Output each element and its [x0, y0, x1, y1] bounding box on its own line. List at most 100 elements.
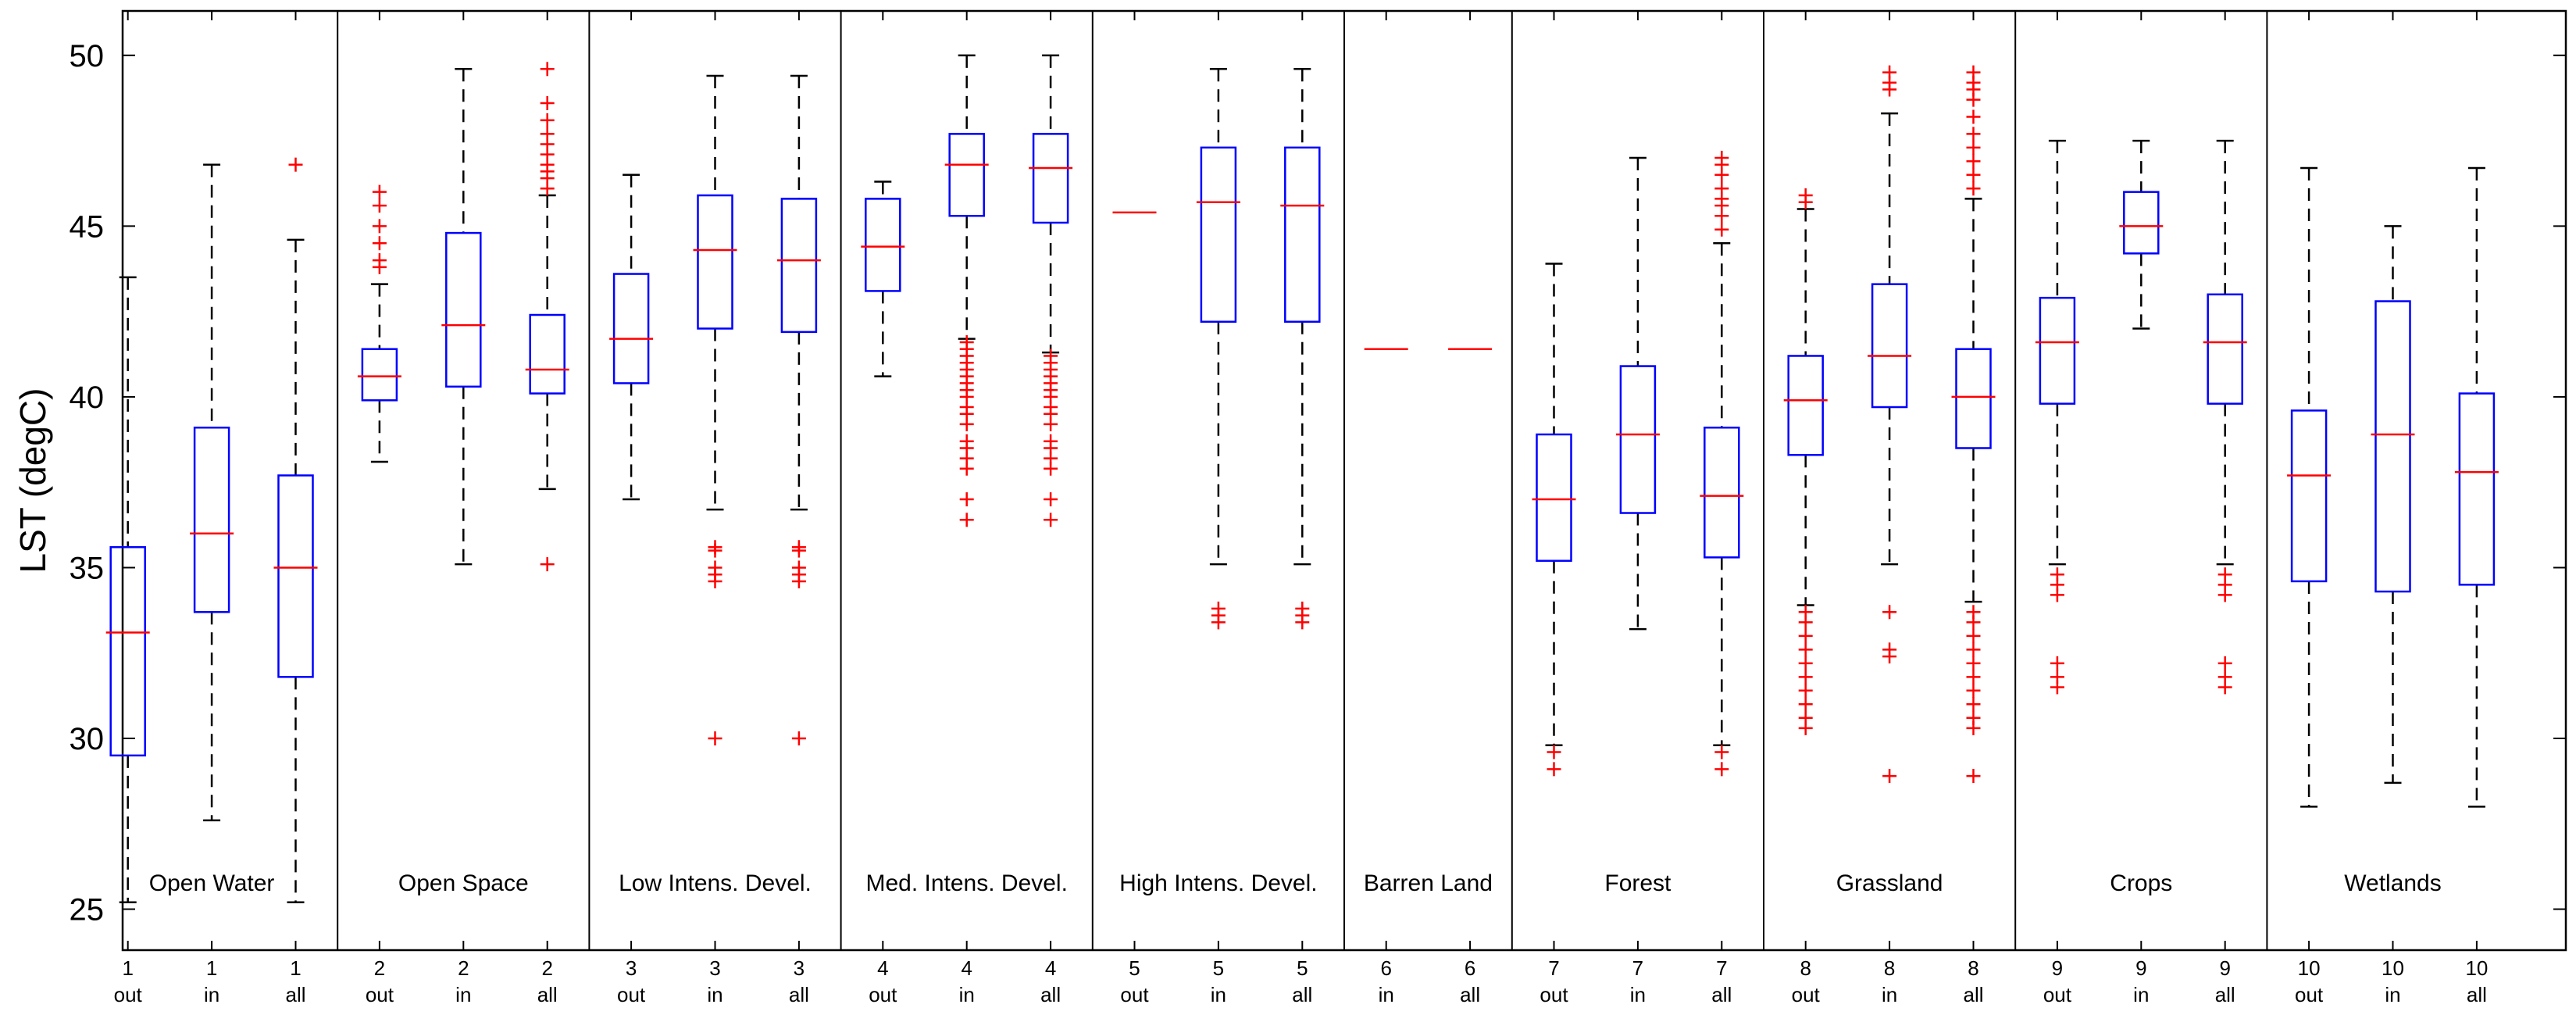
- box-iqr: [2458, 392, 2496, 586]
- y-tick-label: 35: [70, 551, 105, 585]
- x-category-label: 2: [374, 956, 385, 980]
- box-iqr: [612, 273, 650, 384]
- box-iqr: [1032, 133, 1069, 224]
- x-subcategory-label: all: [285, 983, 305, 1006]
- y-tick-label: 30: [70, 722, 105, 756]
- x-category-label: 3: [709, 956, 720, 980]
- x-category-label: 9: [2219, 956, 2230, 980]
- box-iqr: [780, 198, 818, 334]
- x-subcategory-label: out: [2043, 983, 2072, 1006]
- panel-label: Forest: [1604, 870, 1672, 896]
- x-subcategory-label: all: [2215, 983, 2235, 1006]
- y-tick-label: 25: [70, 893, 105, 927]
- box-iqr: [1955, 348, 1992, 449]
- box-iqr: [2374, 300, 2411, 593]
- x-subcategory-label: out: [1120, 983, 1149, 1006]
- x-subcategory-label: all: [1292, 983, 1312, 1006]
- box-iqr: [109, 545, 146, 757]
- box-iqr: [2123, 191, 2160, 255]
- box-iqr: [277, 474, 314, 678]
- y-axis-label: LST (degC): [12, 388, 53, 574]
- y-tick-label: 40: [70, 381, 105, 415]
- box-iqr: [1871, 283, 1908, 409]
- x-category-label: 7: [1548, 956, 1559, 980]
- box-iqr: [361, 348, 398, 402]
- panel-label: Barren Land: [1364, 870, 1493, 896]
- x-subcategory-label: out: [366, 983, 394, 1006]
- x-subcategory-label: all: [1711, 983, 1732, 1006]
- x-category-label: 2: [541, 956, 552, 980]
- x-category-label: 2: [458, 956, 469, 980]
- x-subcategory-label: in: [2385, 983, 2400, 1006]
- y-tick-label: 45: [70, 209, 105, 244]
- x-subcategory-label: all: [789, 983, 809, 1006]
- x-category-label: 8: [1884, 956, 1895, 980]
- x-subcategory-label: in: [1379, 983, 1394, 1006]
- x-category-label: 4: [961, 956, 972, 980]
- x-category-label: 6: [1465, 956, 1475, 980]
- box-iqr: [445, 231, 482, 388]
- x-subcategory-label: in: [455, 983, 471, 1006]
- x-category-label: 9: [2052, 956, 2063, 980]
- x-subcategory-label: out: [617, 983, 646, 1006]
- x-category-label: 7: [1716, 956, 1727, 980]
- x-subcategory-label: in: [204, 983, 219, 1006]
- x-category-label: 3: [794, 956, 805, 980]
- box-iqr: [1619, 365, 1657, 514]
- x-category-label: 10: [2382, 956, 2404, 980]
- x-category-label: 10: [2298, 956, 2321, 980]
- x-subcategory-label: in: [1630, 983, 1646, 1006]
- box-iqr: [2039, 296, 2076, 405]
- panel-label: Grassland: [1836, 870, 1943, 896]
- x-category-label: 4: [1045, 956, 1056, 980]
- panel-label: Open Water: [149, 870, 275, 896]
- x-subcategory-label: all: [1963, 983, 1983, 1006]
- x-subcategory-label: in: [1882, 983, 1897, 1006]
- box-iqr: [948, 133, 985, 217]
- box-iqr: [1200, 146, 1237, 323]
- x-subcategory-label: in: [2133, 983, 2149, 1006]
- panel-label: High Intens. Devel.: [1119, 870, 1317, 896]
- panel-label: Open Space: [398, 870, 529, 896]
- x-category-label: 10: [2465, 956, 2488, 980]
- x-category-label: 7: [1632, 956, 1643, 980]
- box-iqr: [1787, 355, 1824, 456]
- panel-label: Med. Intens. Devel.: [865, 870, 1067, 896]
- x-category-label: 5: [1213, 956, 1224, 980]
- x-category-label: 6: [1380, 956, 1391, 980]
- panel-label: Low Intens. Devel.: [619, 870, 812, 896]
- x-subcategory-label: all: [1040, 983, 1061, 1006]
- x-subcategory-label: in: [959, 983, 975, 1006]
- x-category-label: 4: [877, 956, 888, 980]
- y-tick-label: 50: [70, 39, 105, 73]
- x-subcategory-label: in: [1211, 983, 1226, 1006]
- x-category-label: 3: [626, 956, 637, 980]
- box-iqr: [865, 198, 901, 292]
- x-subcategory-label: out: [1540, 983, 1568, 1006]
- x-category-label: 1: [290, 956, 301, 980]
- x-category-label: 5: [1297, 956, 1308, 980]
- x-category-label: 5: [1129, 956, 1140, 980]
- x-category-label: 8: [1800, 956, 1811, 980]
- box-iqr: [529, 313, 566, 395]
- x-subcategory-label: in: [707, 983, 722, 1006]
- x-subcategory-label: all: [1460, 983, 1480, 1006]
- x-subcategory-label: out: [869, 983, 897, 1006]
- x-subcategory-label: out: [1792, 983, 1821, 1006]
- box-iqr: [2207, 293, 2243, 405]
- box-iqr: [697, 194, 733, 330]
- x-category-label: 1: [122, 956, 133, 980]
- x-subcategory-label: all: [537, 983, 558, 1006]
- x-subcategory-label: out: [114, 983, 143, 1006]
- panel-label: Crops: [2110, 870, 2172, 896]
- box-iqr: [1704, 427, 1740, 559]
- box-iqr: [1536, 433, 1572, 562]
- box-iqr: [193, 427, 230, 613]
- panel-label: Wetlands: [2344, 870, 2442, 896]
- box-iqr: [1284, 146, 1321, 323]
- x-category-label: 1: [206, 956, 217, 980]
- x-category-label: 9: [2135, 956, 2146, 980]
- x-subcategory-label: all: [2467, 983, 2487, 1006]
- x-subcategory-label: out: [2295, 983, 2324, 1006]
